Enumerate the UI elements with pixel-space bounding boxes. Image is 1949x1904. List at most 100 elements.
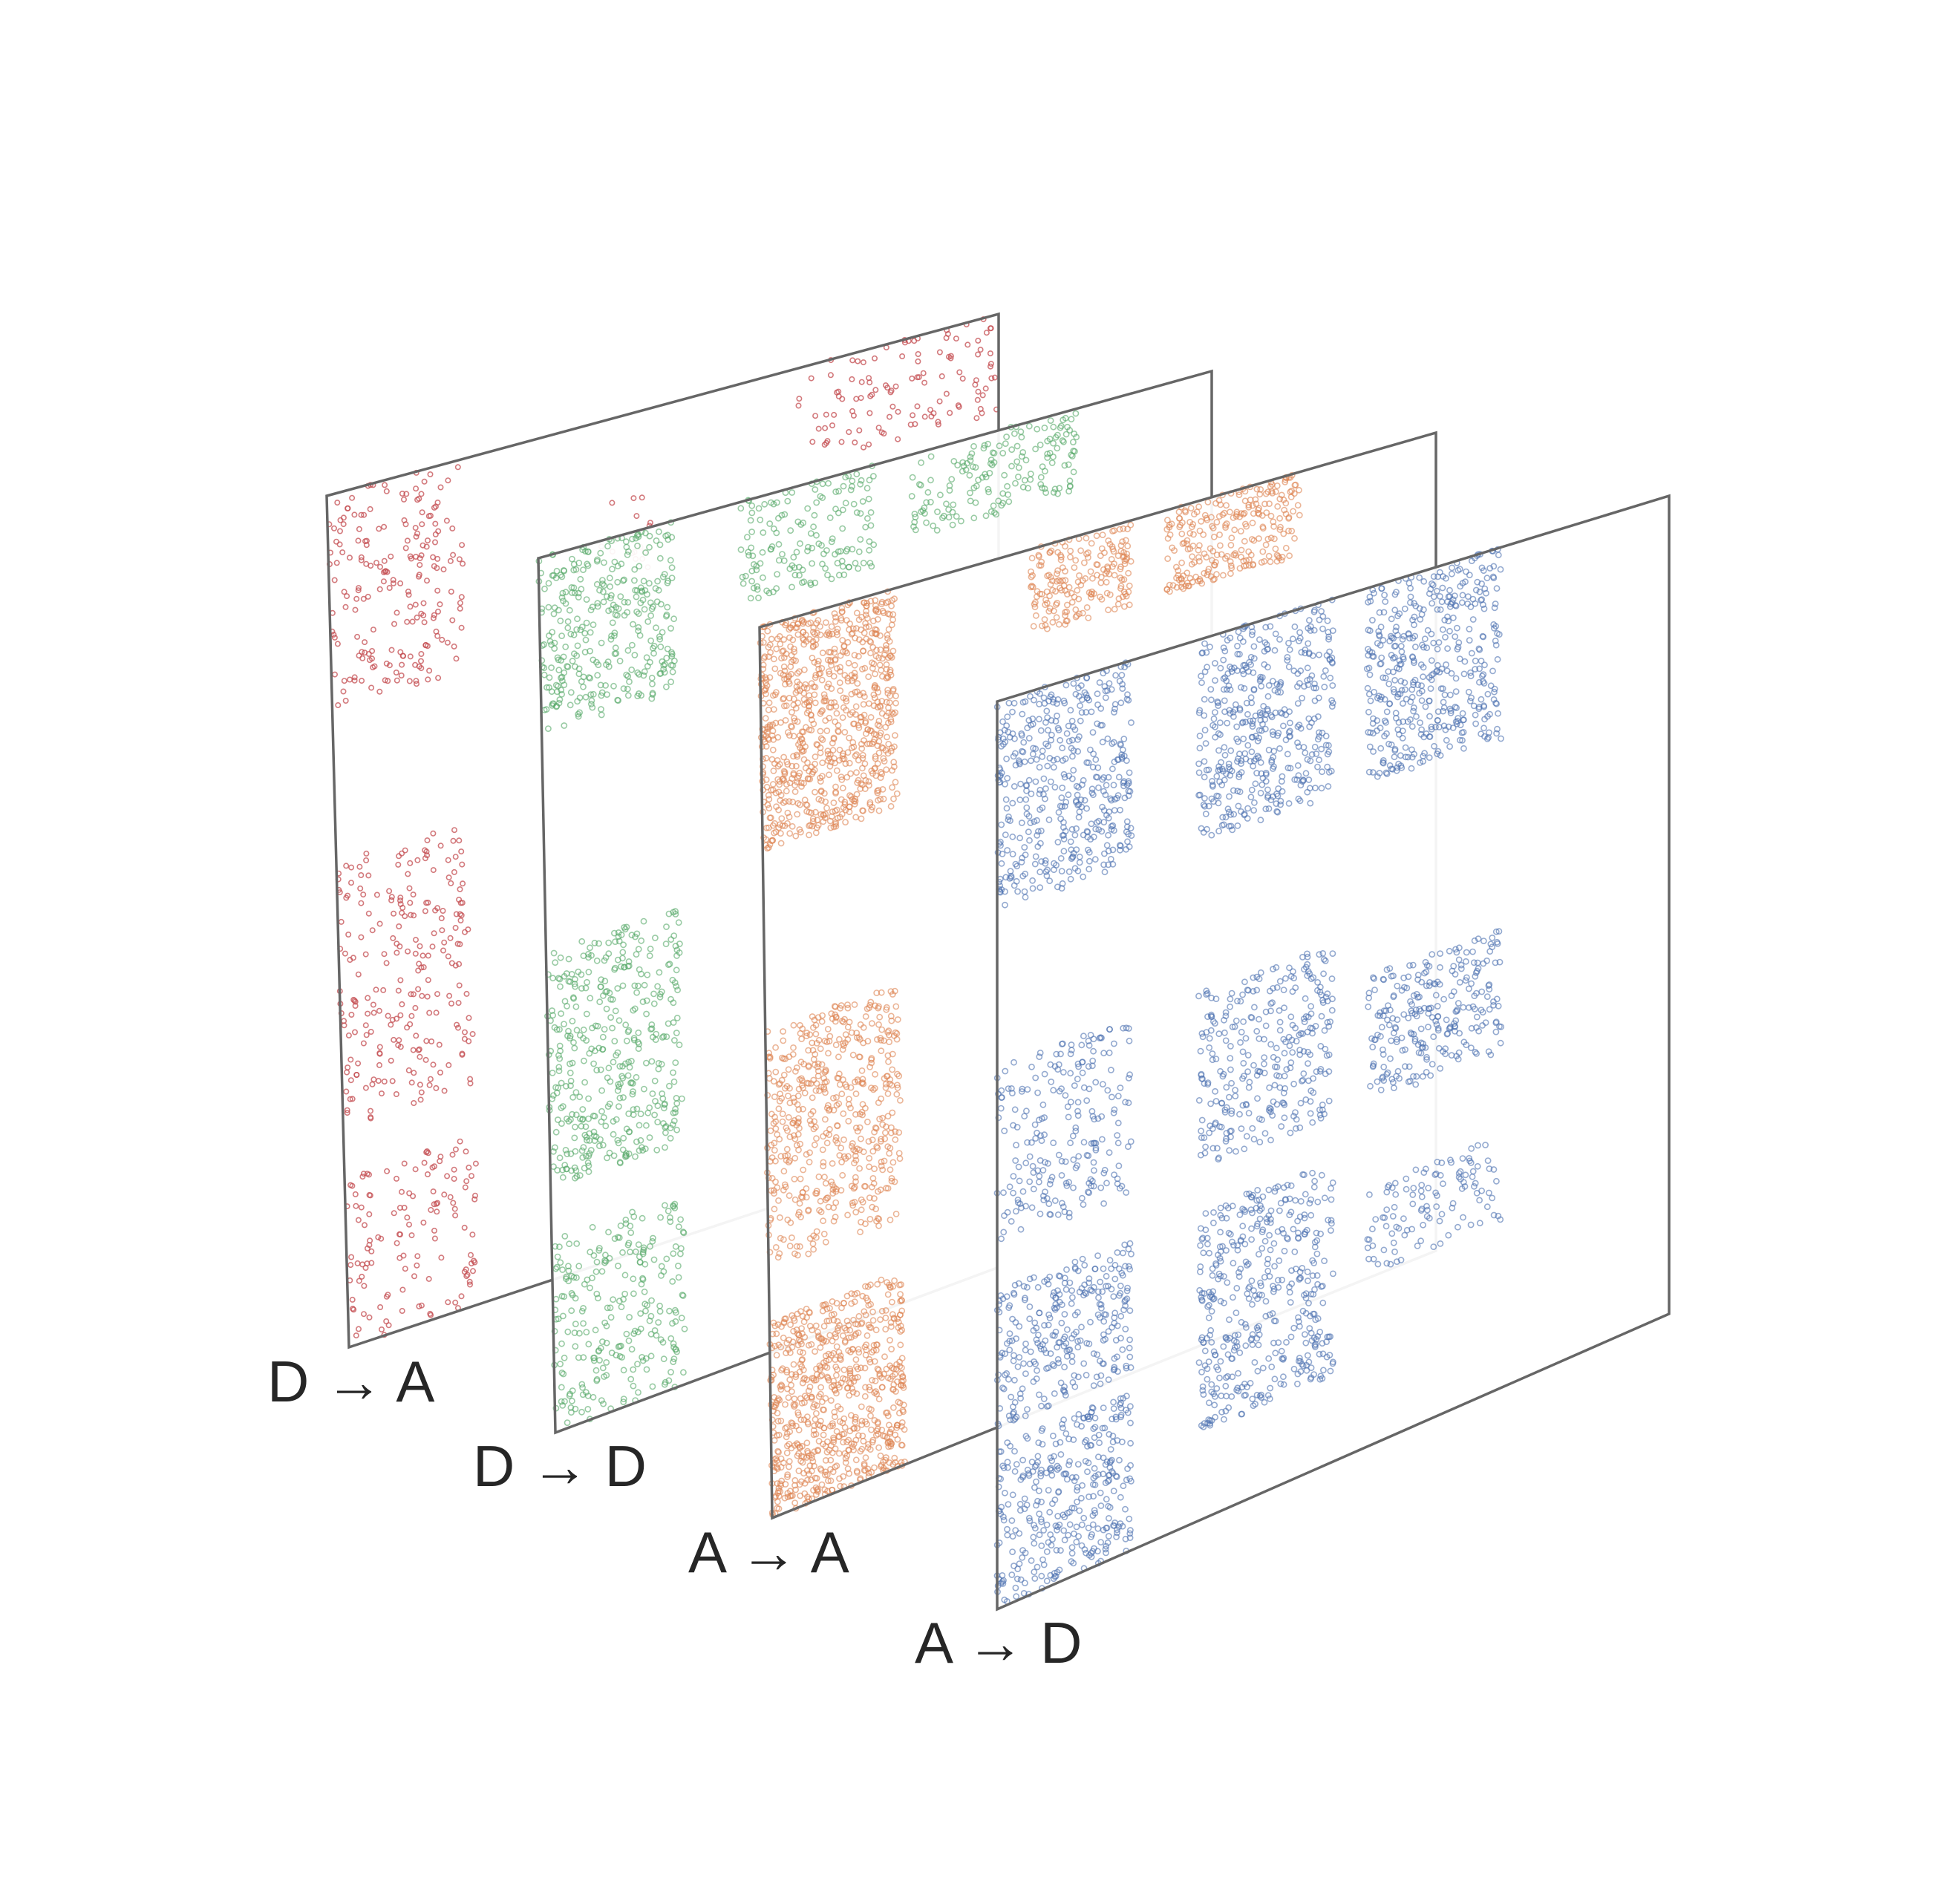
scatter-dot	[546, 632, 552, 639]
scatter-dot	[829, 422, 836, 429]
scatter-dot	[447, 1194, 454, 1200]
scatter-dot	[832, 551, 838, 558]
scatter-dot	[433, 1085, 440, 1091]
scatter-dot	[391, 910, 397, 917]
scatter-dot	[934, 508, 941, 515]
scatter-dot	[427, 1310, 434, 1317]
scatter-dot	[572, 1089, 580, 1096]
scatter-dot	[431, 539, 438, 546]
scatter-dot	[614, 985, 621, 992]
scatter-dot	[648, 674, 656, 681]
scatter-dot	[669, 668, 676, 675]
scatter-dot	[440, 947, 446, 954]
scatter-dot	[599, 1046, 606, 1053]
scatter-dot	[1004, 482, 1011, 490]
scatter-dot	[347, 880, 354, 886]
scatter-dot	[434, 587, 441, 594]
scatter-dot	[452, 1299, 459, 1306]
scatter-dot	[973, 415, 980, 422]
scatter-dot	[417, 1082, 423, 1088]
scatter-dot	[850, 500, 858, 508]
scatter-dot	[394, 1240, 400, 1246]
scatter-dot	[431, 1235, 438, 1242]
scatter-dot	[567, 701, 574, 709]
scatter-dot	[1068, 451, 1075, 459]
scatter-dot	[550, 610, 558, 618]
scatter-dot	[456, 982, 463, 989]
scatter-dot	[347, 1182, 354, 1188]
scatter-dot	[747, 595, 754, 602]
scatter-dot	[403, 491, 410, 497]
scatter-dot	[775, 557, 783, 564]
scatter-dot	[396, 943, 403, 950]
scatter-dot	[405, 1067, 412, 1073]
scatter-dot	[378, 1326, 385, 1333]
scatter-dot	[349, 1096, 356, 1102]
scatter-dot	[849, 408, 856, 414]
scatter-dot	[443, 517, 450, 524]
scatter-dot	[866, 538, 873, 545]
scatter-dot	[408, 1012, 415, 1019]
scatter-dot	[883, 382, 889, 389]
scatter-dot	[553, 567, 561, 575]
scatter-dot	[755, 505, 763, 512]
scatter-dot	[835, 388, 842, 395]
scatter-dot	[789, 583, 795, 591]
scatter-dot	[757, 560, 764, 567]
scatter-dot	[398, 672, 405, 678]
scatter-dot	[794, 518, 802, 526]
scatter-dot	[855, 548, 863, 555]
scatter-dot	[973, 482, 980, 490]
scatter-dot	[437, 601, 443, 608]
scatter-dot	[974, 396, 981, 403]
scatter-dot	[384, 1168, 391, 1174]
scatter-dot	[340, 688, 347, 695]
scatter-dot	[407, 860, 414, 866]
scatter-dot	[778, 511, 786, 519]
scatter-dot	[350, 1306, 357, 1313]
scatter-dot	[1050, 454, 1057, 460]
scatter-dot	[541, 585, 548, 592]
scatter-dot	[347, 1077, 354, 1084]
scatter-dot	[408, 991, 414, 998]
scatter-dot	[1002, 440, 1009, 447]
scatter-dot	[1065, 461, 1072, 468]
scatter-dot	[330, 525, 337, 531]
scatter-dot	[578, 678, 585, 685]
scatter-dot	[389, 1078, 396, 1085]
scatter-dot	[657, 644, 665, 650]
scatter-dot	[832, 488, 840, 495]
scatter-dot	[440, 908, 446, 915]
scatter-dot	[987, 361, 994, 367]
scatter-dot	[393, 669, 399, 675]
scatter-dot	[414, 614, 420, 621]
scatter-dot	[986, 470, 993, 477]
scatter-dot	[363, 850, 370, 857]
scatter-dot	[413, 678, 419, 684]
scatter-dot	[668, 649, 675, 656]
scatter-dot	[927, 499, 934, 506]
scatter-dot	[621, 576, 627, 583]
scatter-dot	[593, 658, 600, 666]
scatter-dot	[1025, 422, 1033, 430]
scatter-dot	[451, 643, 457, 650]
scatter-dot	[468, 1173, 474, 1180]
scatter-dot	[362, 1085, 369, 1091]
scatter-dot	[631, 1005, 639, 1012]
scatter-dot	[822, 425, 829, 431]
scatter-dot	[594, 556, 601, 563]
scatter-dot	[388, 897, 395, 903]
scatter-dot	[865, 495, 872, 503]
scatter-dot	[402, 913, 408, 920]
scatter-dot	[654, 1119, 662, 1125]
scatter-dot	[423, 578, 430, 584]
scatter-dot	[760, 574, 766, 581]
scatter-dot	[388, 553, 394, 560]
scatter-dot	[621, 598, 628, 606]
scatter-dot	[431, 563, 437, 569]
scatter-dot	[359, 1261, 366, 1268]
scatter-dot	[348, 864, 355, 871]
scatter-dot	[1061, 462, 1068, 469]
scatter-dot	[761, 500, 768, 508]
